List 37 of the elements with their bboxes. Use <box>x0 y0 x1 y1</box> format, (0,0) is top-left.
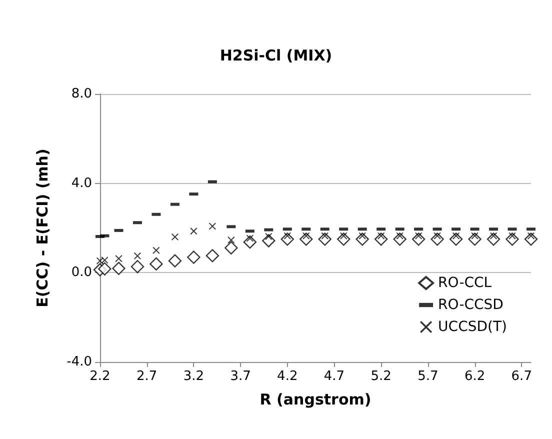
point <box>208 222 216 230</box>
point <box>171 233 178 240</box>
y-tick-label: 4.0 <box>71 176 92 191</box>
point <box>101 256 108 264</box>
x-tick-label: 4.7 <box>324 369 345 384</box>
point <box>206 249 220 262</box>
y-tick-label: 8.0 <box>71 86 92 102</box>
y-axis-title: E(CC) - E(FCI) (mh) <box>34 148 52 308</box>
x-axis-title: R (angstrom) <box>260 390 372 408</box>
point <box>224 241 238 254</box>
point <box>98 262 112 276</box>
point <box>228 236 235 244</box>
chart-title: H2Si-Cl (MIX) <box>220 46 332 64</box>
point <box>130 260 144 274</box>
point <box>265 232 272 240</box>
y-tick-label: 0.0 <box>71 265 92 280</box>
legend-label: UCCSD(T) <box>438 319 508 335</box>
y-tick-label: -4.0 <box>66 354 92 370</box>
legend-label: RO-CCSD <box>438 297 504 313</box>
point <box>112 262 126 276</box>
point <box>134 252 141 260</box>
x-tick-label: 6.2 <box>464 369 486 384</box>
x-tick-label: 4.2 <box>277 369 298 384</box>
x-tick-label: 5.2 <box>370 369 392 384</box>
point <box>152 246 160 254</box>
point <box>115 255 122 262</box>
point <box>187 250 200 264</box>
x-tick-label: 2.2 <box>90 369 110 384</box>
x-tick-label: 6.7 <box>511 369 532 384</box>
point <box>168 254 182 268</box>
legend-label: RO-CCL <box>438 275 492 291</box>
x-tick-label: 3.2 <box>183 369 204 384</box>
x-tick-label: 2.7 <box>136 369 158 384</box>
point <box>150 257 163 271</box>
x-tick-label: 3.7 <box>230 369 251 384</box>
point <box>190 228 198 235</box>
x-tick-label: 5.7 <box>418 369 438 384</box>
